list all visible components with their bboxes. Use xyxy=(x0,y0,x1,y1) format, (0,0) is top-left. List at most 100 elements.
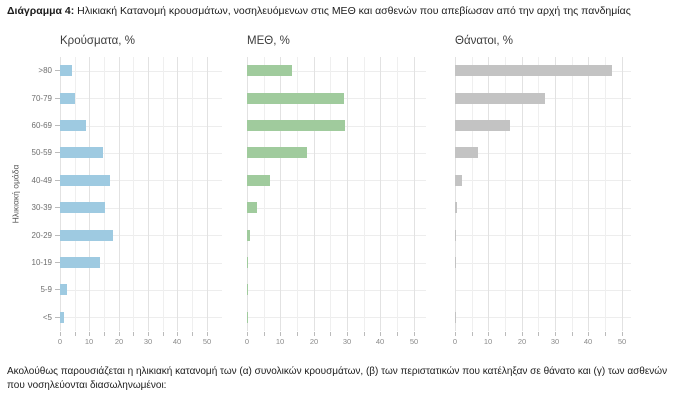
x-axis-tick-label: 20 xyxy=(309,337,319,346)
x-axis-tick-mark xyxy=(104,332,105,336)
vertical-gridline xyxy=(297,57,298,331)
horizontal-gridline xyxy=(60,125,222,127)
vertical-gridline xyxy=(247,57,248,331)
x-axis-tick-label: 20 xyxy=(517,337,527,346)
x-axis-tick-mark xyxy=(364,332,365,336)
x-axis-tick-mark xyxy=(297,332,298,336)
y-axis-labels: >80 70-79 60-69 50-59 40-49 30-39 20-29 10-19 5-… xyxy=(22,57,60,331)
vertical-gridline xyxy=(148,57,149,331)
bar xyxy=(60,92,75,104)
y-axis-label-row: >80 xyxy=(22,57,60,84)
horizontal-gridline xyxy=(455,125,631,127)
horizontal-gridline xyxy=(60,317,222,319)
x-axis-tick-mark xyxy=(397,332,398,336)
x-axis-tick-mark xyxy=(177,332,178,336)
plot-area-deaths xyxy=(455,57,631,331)
x-axis-tick-label: 20 xyxy=(114,337,124,346)
vertical-gridline xyxy=(60,57,61,331)
bar xyxy=(455,65,612,77)
bar xyxy=(247,229,251,241)
horizontal-gridline xyxy=(60,180,222,182)
horizontal-gridline xyxy=(247,317,426,319)
horizontal-gridline xyxy=(247,70,426,72)
chart-panel-icu: ΜΕΘ, % 0 10 20 30 40 50 xyxy=(245,34,426,349)
bar xyxy=(60,229,113,241)
vertical-gridline xyxy=(330,57,331,331)
y-axis-tick-label: 20-29 xyxy=(31,230,52,240)
y-axis-tick-label: 50-59 xyxy=(31,148,52,158)
x-axis-tick-mark xyxy=(472,332,473,336)
bar xyxy=(60,174,110,186)
y-axis-tick-mark xyxy=(55,316,60,318)
bar xyxy=(60,120,87,131)
x-axis-tick-mark xyxy=(89,332,90,336)
x-axis-tick-mark xyxy=(455,332,456,336)
y-axis-title: Ηλικιακή ομάδα xyxy=(8,57,22,331)
x-axis-tick-mark xyxy=(247,332,248,336)
x-axis-tick-mark xyxy=(347,332,348,336)
horizontal-gridline xyxy=(60,262,222,264)
plot-area-icu xyxy=(247,57,426,331)
y-axis-tick-label: >80 xyxy=(38,66,52,76)
bar xyxy=(247,257,248,268)
x-axis-tick-mark xyxy=(330,332,331,336)
bar xyxy=(247,311,248,323)
vertical-gridline xyxy=(207,57,208,331)
y-axis-tick-mark xyxy=(55,152,60,154)
horizontal-gridline xyxy=(455,262,631,264)
horizontal-gridline xyxy=(247,289,426,291)
vertical-gridline xyxy=(605,57,606,331)
chart-panel-deaths: Θάνατοι, % 0 10 20 30 40 50 xyxy=(453,34,631,349)
horizontal-gridline xyxy=(60,98,222,100)
y-axis-tick-label: 60-69 xyxy=(31,120,52,130)
vertical-gridline xyxy=(347,57,348,331)
horizontal-gridline xyxy=(247,180,426,182)
horizontal-gridline xyxy=(60,152,222,154)
y-axis-label-row: 10-19 xyxy=(22,249,60,276)
horizontal-gridline xyxy=(455,180,631,182)
y-axis-label-row: <5 xyxy=(22,304,60,331)
y-axis-label-row: 40-49 xyxy=(22,167,60,194)
horizontal-gridline xyxy=(60,70,222,72)
bar xyxy=(455,202,457,214)
x-axis-tick-mark xyxy=(207,332,208,336)
horizontal-gridline xyxy=(455,207,631,209)
bar xyxy=(60,65,72,77)
bar xyxy=(247,147,307,159)
y-axis-tick-label: 70-79 xyxy=(31,93,52,103)
vertical-gridline xyxy=(488,57,489,331)
x-axis-tick-mark xyxy=(75,332,76,336)
y-axis-tick-mark xyxy=(55,124,60,126)
y-axis-tick-mark xyxy=(55,97,60,99)
bar xyxy=(247,174,271,186)
vertical-gridline xyxy=(555,57,556,331)
horizontal-gridline xyxy=(455,317,631,319)
figure-caption-text: Ηλικιακή Κατανομή κρουσμάτων, νοσηλευόμε… xyxy=(74,5,631,17)
bar xyxy=(455,257,456,268)
bar xyxy=(60,311,65,323)
vertical-gridline xyxy=(455,57,456,331)
vertical-gridline xyxy=(163,57,164,331)
x-axis-tick-mark xyxy=(538,332,539,336)
x-axis-tick-mark xyxy=(555,332,556,336)
vertical-gridline xyxy=(314,57,315,331)
x-axis-tick-mark xyxy=(264,332,265,336)
x-axis-tick-label: 50 xyxy=(617,337,627,346)
bar xyxy=(247,202,257,214)
chart-figure: Ηλικιακή ομάδα >80 70-79 60-69 50-59 40-49 30… xyxy=(8,34,631,349)
x-axis-tick-label: 0 xyxy=(244,337,250,346)
x-axis-tick-mark xyxy=(280,332,281,336)
vertical-gridline xyxy=(622,57,623,331)
x-axis-tick-mark xyxy=(133,332,134,336)
vertical-gridline xyxy=(572,57,573,331)
y-axis-tick-label: 40-49 xyxy=(31,175,52,185)
y-axis-label-row: 50-59 xyxy=(22,139,60,166)
bar xyxy=(455,92,545,104)
vertical-gridline xyxy=(133,57,134,331)
body-text: Ακολούθως παρουσιάζεται η ηλικιακή καταν… xyxy=(7,366,668,391)
figure-caption: Διάγραμμα 4: Ηλικιακή Κατανομή κρουσμάτω… xyxy=(7,5,680,18)
horizontal-gridline xyxy=(247,207,426,209)
x-axis-deaths: 0 10 20 30 40 50 xyxy=(453,331,631,349)
horizontal-gridline xyxy=(247,152,426,154)
x-axis-tick-label: 40 xyxy=(583,337,593,346)
